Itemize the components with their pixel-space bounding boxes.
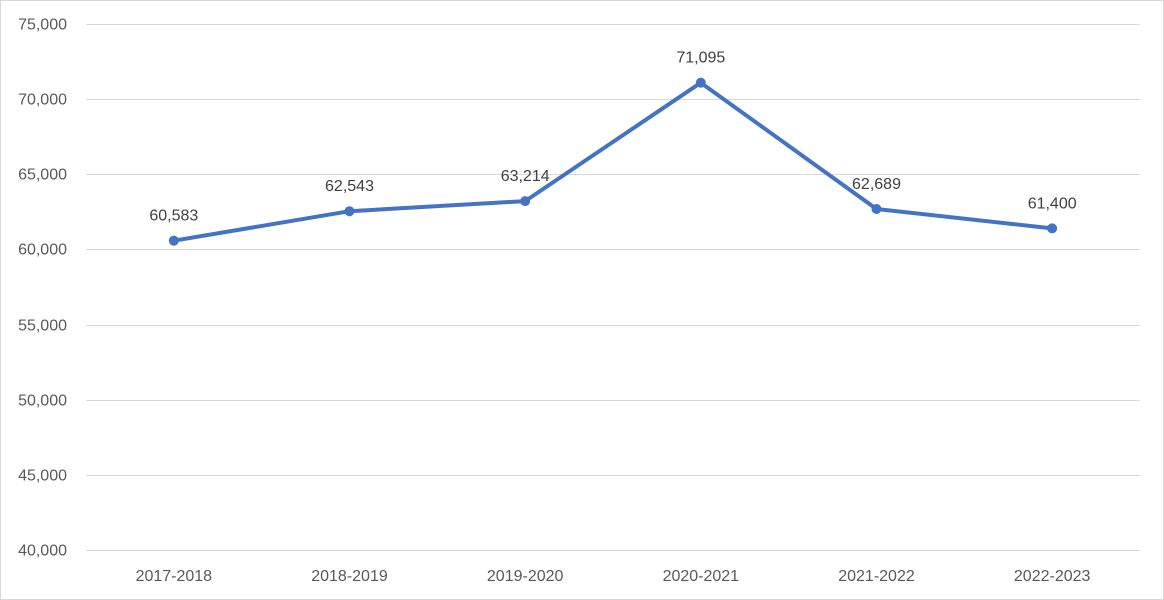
x-tick-label: 2022-2023	[1014, 568, 1091, 585]
gridlines	[86, 24, 1140, 551]
series-line-group	[168, 77, 1058, 246]
x-tick-label: 2020-2021	[663, 568, 740, 585]
y-tick-label: 55,000	[18, 318, 67, 335]
data-point-marker	[695, 77, 706, 88]
data-point-marker	[871, 204, 882, 215]
x-tick-label: 2017-2018	[136, 568, 213, 585]
x-axis-tick-labels: 2017-2018 2018-2019 2019-2020 2020-2021 2021…	[136, 568, 1091, 585]
series-line	[171, 80, 1055, 243]
y-tick-label: 45,000	[18, 468, 67, 485]
data-label: 61,400	[1028, 195, 1077, 212]
data-label: 71,095	[676, 50, 725, 67]
x-tick-label: 2021-2022	[838, 568, 915, 585]
y-tick-label: 50,000	[18, 393, 67, 410]
data-point-marker	[520, 196, 531, 207]
y-tick-label: 40,000	[18, 543, 67, 560]
data-label: 60,583	[149, 208, 198, 225]
y-tick-label: 70,000	[18, 92, 67, 109]
data-label: 62,689	[852, 176, 901, 193]
data-point-marker	[168, 235, 179, 246]
y-tick-label: 65,000	[18, 167, 67, 184]
data-label: 62,543	[325, 178, 374, 195]
data-point-marker	[344, 206, 355, 217]
data-label: 63,214	[501, 168, 550, 185]
x-tick-label: 2018-2019	[311, 568, 388, 585]
y-tick-label: 75,000	[18, 17, 67, 34]
y-axis-tick-labels: 40,000 45,000 50,000 55,000 60,000 65,000 70,0…	[18, 17, 67, 560]
y-tick-label: 60,000	[18, 242, 67, 259]
data-point-marker	[1047, 223, 1058, 234]
data-labels: 60,583 62,543 63,214 71,095 62,689 61,400	[149, 50, 1076, 225]
x-tick-label: 2019-2020	[487, 568, 564, 585]
